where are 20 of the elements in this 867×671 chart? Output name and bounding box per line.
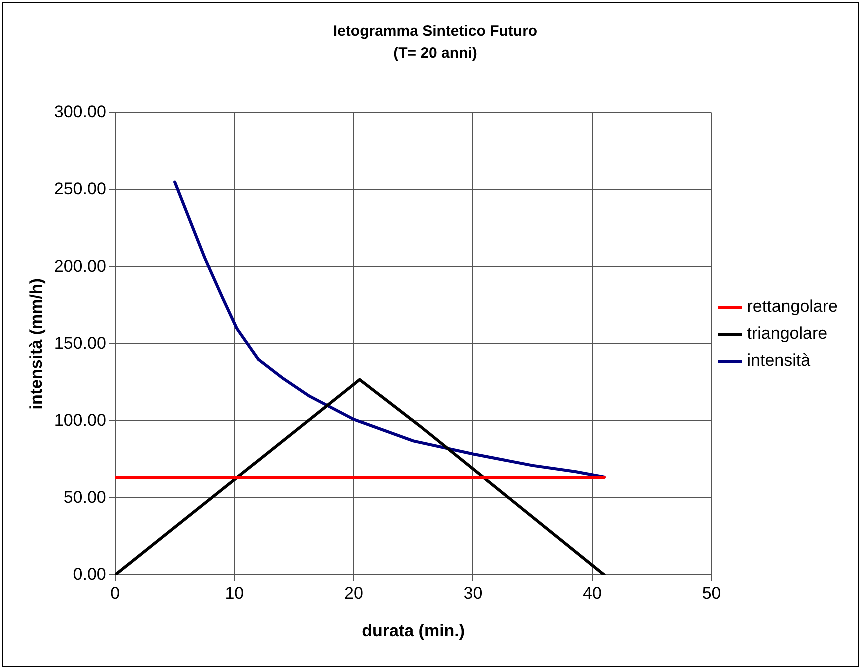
x-axis-title: durata (min.) xyxy=(362,621,466,640)
x-tick-label: 0 xyxy=(110,584,120,604)
y-tick-label: 100.00 xyxy=(54,410,106,430)
chart-subtitle: (T= 20 anni) xyxy=(394,45,478,62)
y-tick-label: 50.00 xyxy=(64,488,106,507)
chart-title: Ietogramma Sintetico Futuro xyxy=(333,23,538,40)
y-tick-label: 250.00 xyxy=(54,180,106,199)
y-axis-title: intensità (mm/h) xyxy=(26,278,46,410)
y-tick-label: 300.00 xyxy=(54,102,106,122)
legend-label: triangolare xyxy=(747,324,828,344)
y-tick-label: 200.00 xyxy=(54,256,106,276)
x-tick-label: 30 xyxy=(464,584,483,604)
x-tick-label: 40 xyxy=(583,584,602,604)
legend-label: rettangolare xyxy=(747,297,838,316)
y-tick-label: 0.00 xyxy=(73,564,106,584)
legend-label: intensità xyxy=(747,351,812,370)
x-tick-label: 20 xyxy=(344,584,364,604)
y-tick-label: 150.00 xyxy=(54,334,106,353)
x-tick-label: 10 xyxy=(225,584,244,604)
x-tick-label: 50 xyxy=(702,584,722,604)
